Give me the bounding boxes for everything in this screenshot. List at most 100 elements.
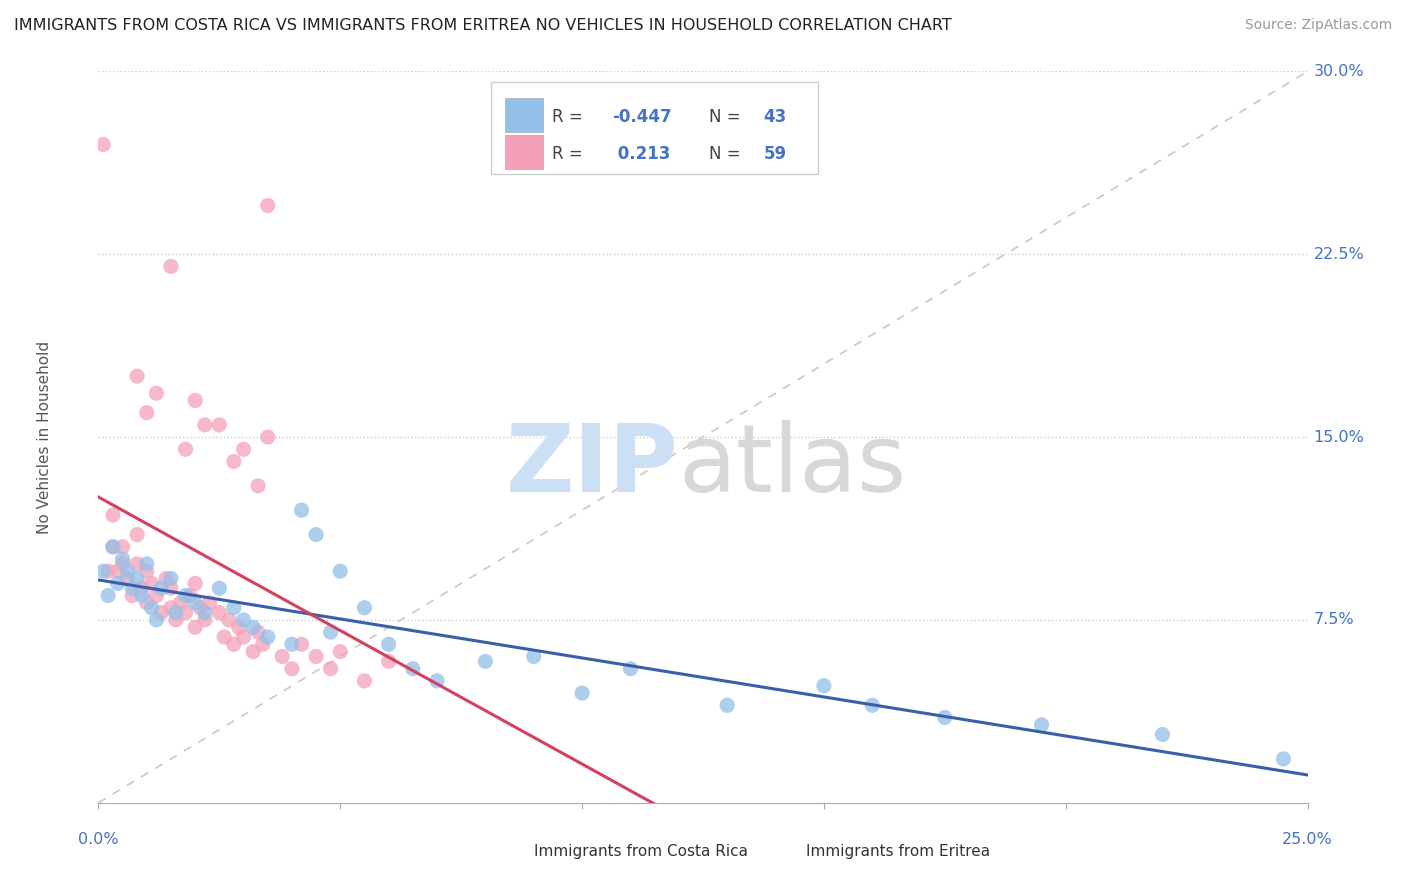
Text: R =: R =: [551, 109, 588, 127]
Point: [150, 581, 173, 595]
Point: [212, 630, 235, 644]
FancyBboxPatch shape: [505, 135, 543, 169]
Text: No Vehicles in Household: No Vehicles in Household: [37, 341, 52, 533]
Text: 7.5%: 7.5%: [1313, 613, 1354, 627]
Point: [281, 662, 304, 676]
Point: [141, 600, 163, 615]
Text: -0.447: -0.447: [613, 109, 672, 127]
Point: [252, 637, 274, 651]
Point: [107, 576, 129, 591]
Point: [426, 673, 449, 688]
Text: Immigrants from Costa Rica: Immigrants from Costa Rica: [534, 845, 748, 859]
Point: [571, 686, 593, 700]
Point: [174, 442, 197, 457]
Point: [111, 557, 134, 571]
Point: [91, 137, 114, 152]
Point: [247, 625, 270, 640]
Point: [184, 393, 207, 408]
Point: [135, 564, 157, 578]
Point: [523, 649, 546, 664]
Point: [117, 572, 139, 586]
Point: [377, 654, 399, 668]
Point: [232, 613, 254, 627]
Point: [222, 637, 245, 651]
Point: [184, 576, 207, 591]
Text: atlas: atlas: [679, 420, 907, 512]
Point: [232, 630, 254, 644]
Text: 59: 59: [763, 145, 786, 163]
Text: Immigrants from Eritrea: Immigrants from Eritrea: [806, 845, 990, 859]
Point: [101, 540, 124, 554]
Point: [228, 620, 250, 634]
Point: [174, 589, 197, 603]
Point: [1152, 727, 1174, 741]
Point: [155, 572, 177, 586]
Point: [474, 654, 496, 668]
Point: [101, 540, 124, 554]
Point: [377, 637, 399, 651]
Point: [305, 527, 328, 541]
Point: [247, 479, 270, 493]
Point: [319, 662, 342, 676]
Point: [194, 417, 217, 432]
Point: [353, 673, 375, 688]
FancyBboxPatch shape: [492, 82, 818, 174]
Point: [127, 557, 149, 571]
Text: 43: 43: [763, 109, 787, 127]
Point: [111, 540, 134, 554]
Point: [242, 620, 264, 634]
Point: [141, 576, 163, 591]
Point: [135, 406, 157, 420]
Point: [127, 572, 149, 586]
Point: [281, 637, 304, 651]
Point: [121, 581, 143, 595]
Point: [135, 557, 157, 571]
Text: N =: N =: [709, 145, 747, 163]
Point: [813, 679, 835, 693]
Point: [290, 503, 312, 517]
Point: [716, 698, 738, 713]
Text: 22.5%: 22.5%: [1313, 247, 1364, 261]
Point: [860, 698, 883, 713]
Text: ZIP: ZIP: [506, 420, 679, 512]
Point: [160, 581, 183, 595]
Point: [160, 572, 183, 586]
Point: [218, 613, 240, 627]
Point: [256, 198, 278, 212]
Text: N =: N =: [709, 109, 747, 127]
Point: [117, 564, 139, 578]
Text: 0.0%: 0.0%: [79, 832, 118, 847]
Point: [1272, 752, 1295, 766]
Point: [934, 710, 956, 724]
Point: [198, 596, 221, 610]
Point: [174, 606, 197, 620]
Point: [127, 527, 149, 541]
Point: [184, 620, 207, 634]
Point: [194, 606, 217, 620]
Point: [135, 596, 157, 610]
Point: [145, 589, 167, 603]
Point: [208, 581, 231, 595]
FancyBboxPatch shape: [495, 839, 526, 864]
Point: [194, 613, 217, 627]
Point: [619, 662, 641, 676]
Point: [353, 600, 375, 615]
Point: [208, 417, 231, 432]
Point: [165, 613, 187, 627]
Point: [329, 564, 352, 578]
Point: [271, 649, 294, 664]
Point: [179, 589, 201, 603]
Point: [131, 581, 153, 595]
Text: 30.0%: 30.0%: [1313, 64, 1364, 78]
Text: IMMIGRANTS FROM COSTA RICA VS IMMIGRANTS FROM ERITREA NO VEHICLES IN HOUSEHOLD C: IMMIGRANTS FROM COSTA RICA VS IMMIGRANTS…: [14, 18, 952, 33]
Point: [121, 589, 143, 603]
Point: [329, 645, 352, 659]
Point: [222, 454, 245, 468]
Point: [97, 589, 120, 603]
Point: [145, 386, 167, 401]
Point: [150, 606, 173, 620]
Point: [160, 260, 183, 274]
Point: [208, 606, 231, 620]
Point: [111, 552, 134, 566]
Point: [101, 508, 124, 522]
